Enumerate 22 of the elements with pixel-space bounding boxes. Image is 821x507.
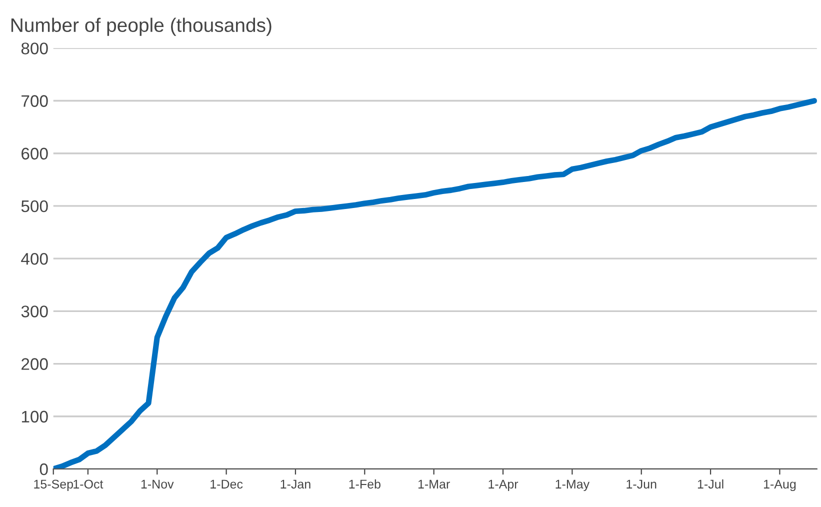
- x-tick-label: 1-Feb: [349, 479, 380, 489]
- x-tick-label: 1-Mar: [418, 480, 450, 489]
- y-tick-label: 200: [22, 358, 48, 370]
- x-tick-label: 1-May: [556, 480, 590, 492]
- y-tick-label: 0: [40, 463, 48, 476]
- x-tick-label: 1-Nov: [141, 480, 174, 489]
- x-tick-label: 1-Apr: [488, 480, 518, 492]
- y-tick-label: 700: [22, 95, 48, 107]
- y-tick-label: 400: [21, 252, 48, 265]
- y-tick-label: 800: [21, 42, 48, 54]
- x-tick-label: 1-Aug: [764, 480, 796, 492]
- chart-title: Number of people (thousands): [11, 18, 272, 36]
- y-tick-label: 100: [22, 410, 48, 423]
- y-tick-label: 600: [22, 148, 48, 160]
- x-tick-label: 1-Jan: [280, 480, 310, 489]
- x-tick-label: 1-Jun: [626, 480, 656, 489]
- x-tick-label: 1-Jul: [698, 479, 724, 489]
- x-tick-label: 1-Oct: [74, 480, 104, 489]
- y-tick-label: 300: [21, 306, 48, 318]
- x-tick-label: 1-Dec: [210, 480, 243, 489]
- y-tick-label: 500: [21, 200, 48, 212]
- x-tick-label: 15-Sep: [34, 480, 73, 492]
